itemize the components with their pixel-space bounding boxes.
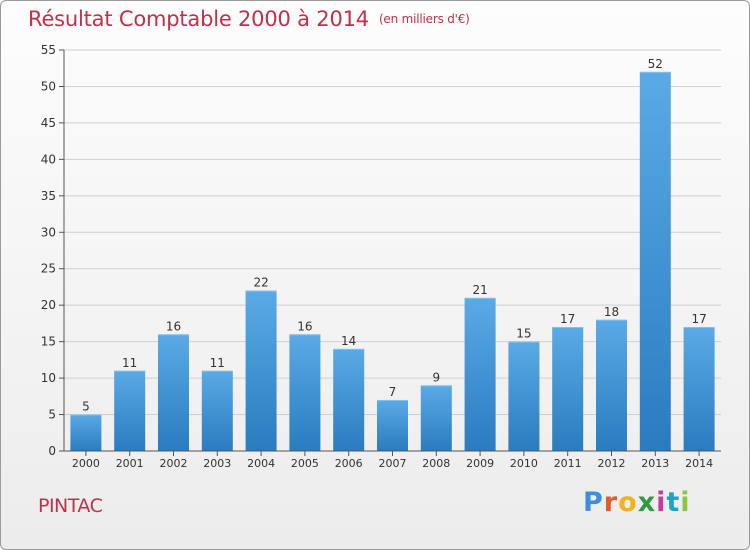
y-tick-label: 45 xyxy=(41,116,56,130)
y-tick-label: 15 xyxy=(41,335,56,349)
x-tick-label: 2014 xyxy=(685,457,713,470)
chart-title: Résultat Comptable 2000 à 2014 (en millie… xyxy=(28,7,470,31)
chart-title-text: Résultat Comptable 2000 à 2014 xyxy=(28,7,369,31)
bar-value-label: 14 xyxy=(341,334,356,348)
axes xyxy=(59,49,721,456)
brand-logo: Proxiti xyxy=(583,487,691,518)
bar-2005 xyxy=(289,334,321,451)
bar-value-label: 16 xyxy=(297,319,312,333)
bar-2011 xyxy=(552,327,584,451)
brand-letter: P xyxy=(583,487,604,518)
x-tick-label: 2003 xyxy=(203,457,231,470)
y-tick-label: 5 xyxy=(48,408,56,422)
y-tick-label: 30 xyxy=(41,225,56,239)
x-tick-label: 2001 xyxy=(116,457,144,470)
bar-value-label: 17 xyxy=(560,312,575,326)
bar-2009 xyxy=(464,297,496,451)
bar-value-label: 18 xyxy=(604,305,619,319)
place-name: PINTAC xyxy=(38,495,103,517)
x-tick-label: 2006 xyxy=(335,457,363,470)
bars xyxy=(70,71,715,451)
brand-letter: r xyxy=(603,487,619,518)
bar-2001 xyxy=(114,370,146,451)
y-tick-label: 20 xyxy=(41,298,56,312)
bar-value-label: 9 xyxy=(432,370,440,384)
bar-value-label: 52 xyxy=(648,57,663,71)
brand-letter: t xyxy=(666,487,681,518)
bar-2013 xyxy=(639,71,671,451)
x-tick-label: 2009 xyxy=(466,457,494,470)
y-tick-label: 40 xyxy=(41,152,56,166)
x-tick-label: 2008 xyxy=(422,457,450,470)
x-tick-label: 2002 xyxy=(160,457,188,470)
bar-2007 xyxy=(377,399,408,451)
bar-value-label: 22 xyxy=(253,276,268,290)
bar-2002 xyxy=(158,334,189,451)
bar-value-label: 11 xyxy=(122,356,137,370)
x-tick-label: 2000 xyxy=(72,457,100,470)
bar-value-label: 11 xyxy=(210,356,225,370)
bar-2003 xyxy=(201,370,233,451)
bar-value-label: 17 xyxy=(691,312,706,326)
labels: 0510152025303540455055520001120011620021… xyxy=(41,43,713,470)
bar-2006 xyxy=(333,348,365,451)
bar-value-label: 7 xyxy=(389,385,397,399)
y-tick-label: 10 xyxy=(41,371,56,385)
bar-2008 xyxy=(420,385,452,451)
brand-letter: o xyxy=(618,487,638,518)
x-tick-label: 2010 xyxy=(510,457,538,470)
x-tick-label: 2012 xyxy=(598,457,626,470)
bar-2004 xyxy=(245,290,277,451)
bar-2000 xyxy=(70,414,102,451)
y-tick-label: 25 xyxy=(41,262,56,276)
y-tick-label: 35 xyxy=(41,189,56,203)
y-tick-label: 50 xyxy=(41,79,56,93)
x-tick-label: 2013 xyxy=(641,457,669,470)
brand-letter: i xyxy=(656,487,667,518)
bar-value-label: 16 xyxy=(166,319,181,333)
x-tick-label: 2007 xyxy=(379,457,407,470)
y-tick-label: 55 xyxy=(41,43,56,57)
y-tick-label: 0 xyxy=(48,444,56,458)
bar-2010 xyxy=(508,341,540,451)
bar-value-label: 21 xyxy=(472,283,487,297)
x-tick-label: 2011 xyxy=(554,457,582,470)
x-tick-label: 2004 xyxy=(247,457,275,470)
x-tick-label: 2005 xyxy=(291,457,319,470)
bar-value-label: 15 xyxy=(516,327,531,341)
bar-2012 xyxy=(596,319,627,451)
bar-2014 xyxy=(683,327,715,451)
bar-value-label: 5 xyxy=(82,400,90,414)
brand-letter: i xyxy=(680,487,691,518)
brand-letter: x xyxy=(637,487,657,518)
chart-subtitle: (en milliers d'€) xyxy=(378,12,470,26)
